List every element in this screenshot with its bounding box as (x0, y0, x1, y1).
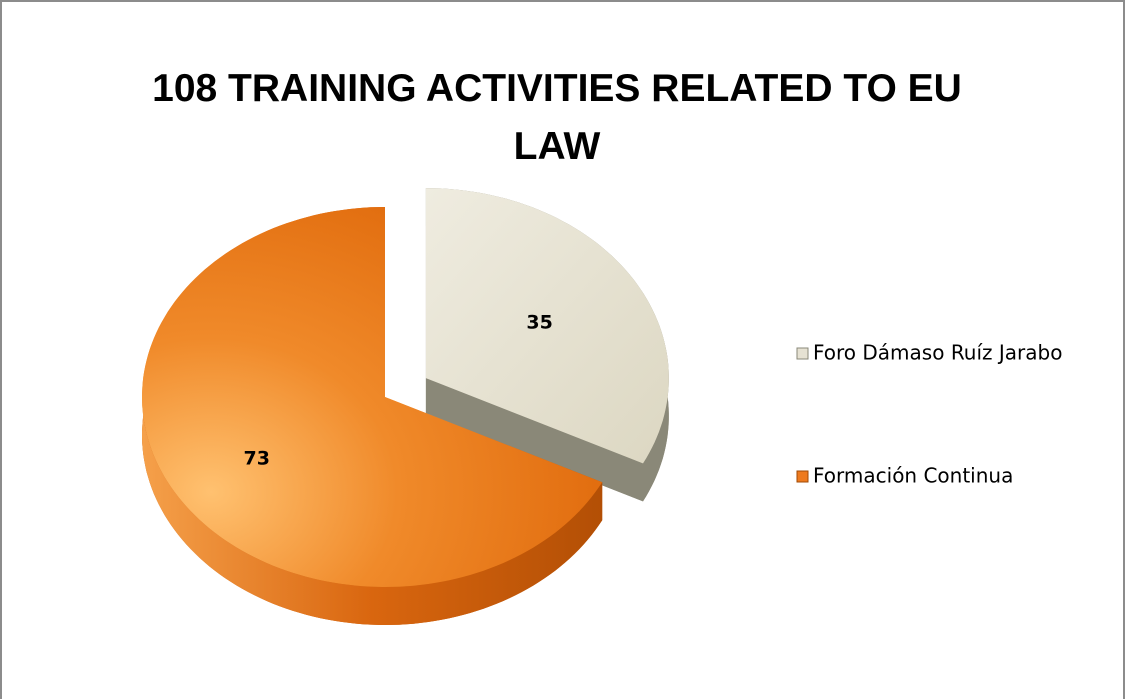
legend-swatch (796, 470, 809, 483)
chart-title: 108 TRAINING ACTIVITIES RELATED TO EU LA… (152, 67, 962, 168)
legend-label: Foro Dámaso Ruíz Jarabo (813, 341, 1062, 365)
data-label: 35 (526, 312, 552, 334)
legend-label: Formación Continua (813, 464, 1013, 488)
slice (425, 188, 669, 464)
slice (142, 207, 603, 587)
slice-wall (425, 378, 643, 502)
legend-swatch (796, 347, 809, 360)
data-label: 73 (244, 447, 270, 469)
